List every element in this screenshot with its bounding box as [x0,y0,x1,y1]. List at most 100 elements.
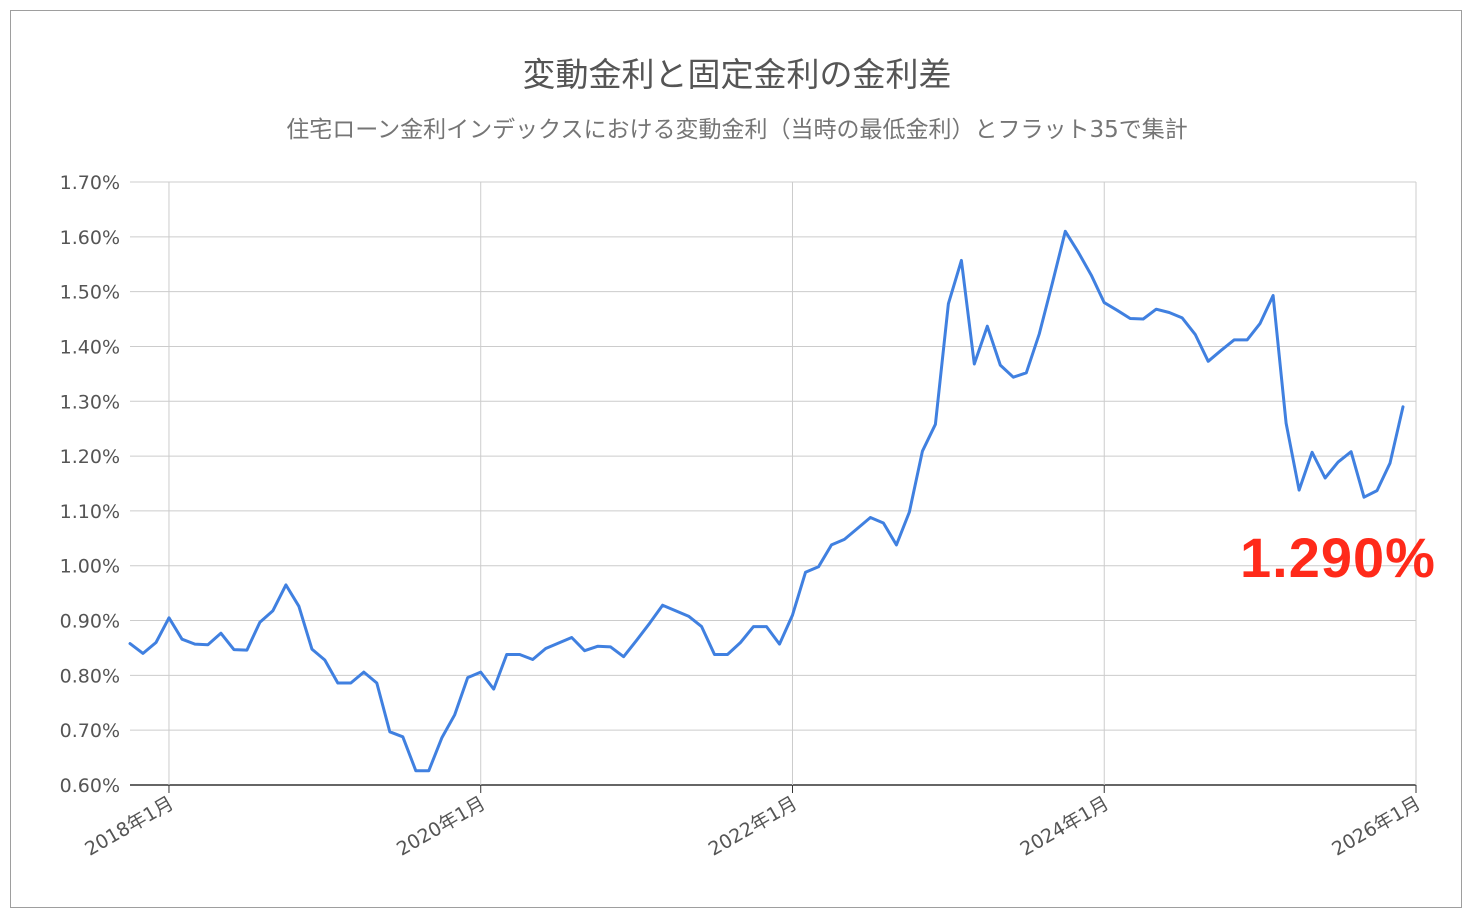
data-point [1090,274,1093,277]
data-point [1220,349,1223,352]
data-point [1038,332,1041,335]
data-point [1284,422,1288,425]
data-point [1349,450,1353,453]
data-point [349,681,352,685]
data-point [713,653,716,656]
y-tick-label: 0.60% [60,775,120,797]
y-tick-label: 1.70% [60,172,120,194]
data-point [1362,496,1366,499]
data-point [362,670,365,674]
data-point [752,625,755,628]
data-point [635,639,638,642]
data-point [648,622,651,625]
data-point [960,259,963,262]
data-point [778,642,781,646]
y-tick-label: 1.20% [60,446,120,468]
data-point [1012,376,1015,379]
x-tick-label: 2024年1月 [1016,792,1112,860]
data-point [596,645,599,648]
data-point [427,769,430,772]
data-point [1232,338,1236,342]
data-point [505,653,508,656]
data-point [895,543,898,547]
data-point [531,658,534,661]
data-point [1207,360,1210,363]
data-point [1323,476,1327,480]
data-point [453,713,456,716]
data-point [1271,294,1275,297]
data-point [1310,451,1314,454]
data-point [284,583,288,587]
data-point [1375,489,1379,492]
data-point [947,302,950,305]
x-tick-label: 2020年1月 [393,792,489,860]
chart-frame [10,10,1462,908]
data-point [830,543,833,547]
data-point [336,681,339,685]
data-point [141,652,145,655]
data-point [674,609,677,612]
data-point [817,565,820,568]
data-point [1129,317,1132,320]
data-point [765,625,768,628]
y-tick-label: 1.00% [60,556,120,578]
y-tick-label: 1.60% [60,227,120,249]
data-point [921,450,924,453]
data-point [1116,309,1119,312]
data-point [414,769,417,772]
data-point [206,643,210,646]
data-point [739,641,742,644]
y-tick-label: 1.30% [60,391,120,413]
data-point [167,616,171,619]
data-point [661,604,664,607]
data-point [1181,316,1184,320]
data-point [154,641,158,644]
data-point [128,642,132,645]
data-point [1401,405,1405,408]
y-tick-label: 0.80% [60,665,120,687]
data-point [843,538,846,541]
data-point [466,676,469,679]
chart-title: 変動金利と固定金利の金利差 [522,55,952,94]
data-point [479,670,482,674]
data-point [375,681,378,685]
data-point [609,645,612,649]
x-tick-label: 2022年1月 [705,792,801,860]
series-line [128,229,1405,773]
data-point [1103,301,1106,304]
data-point [986,325,989,328]
y-tick-label: 1.10% [60,501,120,523]
data-point [258,621,262,624]
data-point [570,636,573,639]
axis-layer: 0.60% 0.70% 0.80% 0.90% 1.00% 1.10% 1.20% 1.30%… [60,172,1425,861]
x-tick-label: 2026年1月 [1328,792,1424,860]
data-point [726,653,729,656]
data-point [973,362,976,366]
y-tick-label: 0.90% [60,611,120,633]
data-point [791,613,794,617]
data-point [1025,371,1028,374]
data-point [882,521,885,525]
data-point [232,648,236,651]
data-point [804,571,807,574]
data-point [908,510,911,514]
data-point [245,648,249,652]
data-point [557,641,560,645]
data-point [271,609,275,612]
data-point [440,736,443,740]
data-point [687,615,690,618]
data-point [193,642,197,646]
data-point [1258,322,1262,325]
chart-subtitle: 住宅ローン金利インデックスにおける変動金利（当時の最低金利）とフラット35で集計 [286,117,1188,143]
data-point [1077,251,1080,254]
data-point [401,735,404,738]
data-point [180,638,184,641]
series-layer [128,229,1405,773]
data-point [856,527,859,530]
data-point [1051,282,1054,285]
data-point [700,625,703,628]
y-tick-label: 0.70% [60,720,120,742]
data-point [583,649,586,652]
y-tick-label: 1.50% [60,282,120,304]
